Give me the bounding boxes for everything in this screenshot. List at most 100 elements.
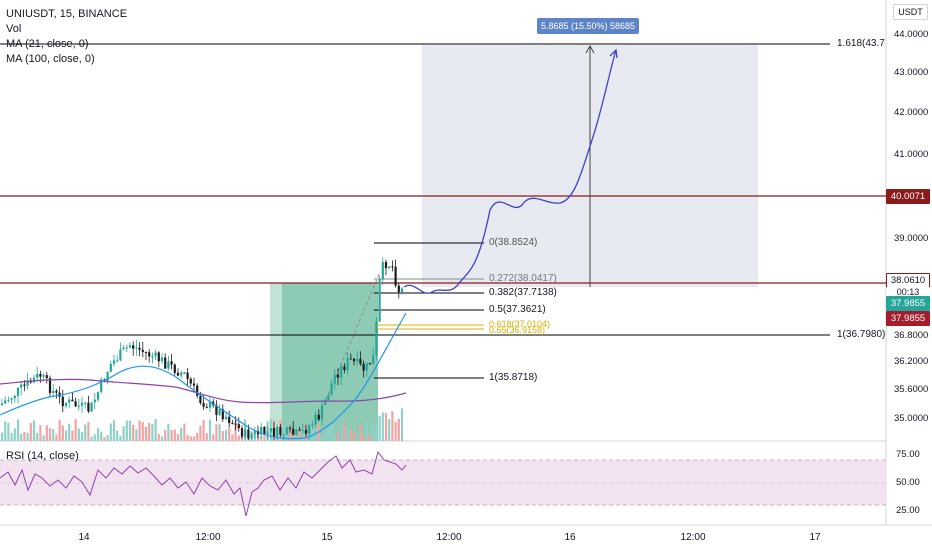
volume-bar	[4, 421, 7, 441]
candle-body	[388, 266, 391, 269]
candle-body	[381, 261, 384, 280]
volume-bar	[333, 435, 336, 441]
volume-bar	[343, 422, 346, 441]
fib-label-0618: 0.618(37.0104)	[489, 319, 551, 329]
volume-bar	[263, 431, 266, 441]
candle-body	[263, 427, 266, 435]
candle-body	[186, 372, 189, 379]
volume-bar	[125, 420, 128, 441]
candle-body	[26, 380, 29, 386]
volume-bar	[52, 429, 55, 441]
candle-body	[135, 347, 138, 349]
volume-bar	[346, 426, 349, 441]
volume-bar	[173, 429, 176, 441]
rsi-indicator-label[interactable]: RSI (14, close)	[6, 450, 79, 462]
volume-bar	[128, 420, 132, 441]
volume-bar	[199, 425, 202, 441]
candle-body	[288, 427, 292, 429]
volume-bar	[356, 432, 359, 441]
candle-body	[36, 373, 39, 378]
vol-indicator-label[interactable]: Vol	[6, 23, 22, 35]
candle-body	[45, 375, 48, 379]
volume-bar	[391, 411, 394, 441]
volume-bar	[64, 430, 68, 441]
volume-bar	[29, 423, 32, 441]
volume-bar	[58, 419, 61, 441]
candle-body	[362, 363, 365, 371]
volume-bar	[84, 424, 87, 441]
price-tick: 44.0000	[894, 29, 929, 40]
volume-bar	[170, 429, 173, 441]
currency-button[interactable]: USDT	[893, 4, 928, 20]
candle-body	[141, 349, 144, 352]
volume-bar	[112, 420, 116, 441]
candle-body	[253, 430, 256, 434]
candle-body	[0, 403, 4, 405]
candle-body	[87, 402, 90, 412]
candle-body	[148, 352, 151, 357]
volume-bar	[288, 427, 292, 441]
price-tick: 39.0000	[894, 233, 929, 244]
countdown-label: 00:13	[886, 287, 930, 298]
candle-body	[68, 399, 71, 403]
volume-bar	[164, 429, 167, 441]
volume-bar	[359, 423, 362, 441]
measure-label: 5.8685 (15.50%) 58685	[537, 18, 639, 34]
volume-bar	[68, 423, 71, 441]
volume-bar	[87, 422, 90, 441]
candle-body	[100, 379, 103, 392]
candle-body	[308, 425, 311, 434]
projection-arrowhead	[609, 48, 618, 59]
time-label: 14	[78, 532, 90, 543]
volume-bar	[20, 433, 23, 441]
volume-bar	[397, 418, 400, 441]
ma21-line	[0, 312, 407, 440]
candle-body	[23, 384, 26, 386]
candle-body	[90, 402, 93, 412]
volume-bar	[192, 436, 196, 441]
volume-bar	[186, 435, 189, 441]
price-tick: 43.0000	[894, 67, 929, 78]
price-tick: 35.6000	[894, 384, 929, 395]
volume-bar	[157, 433, 160, 441]
candle-body	[80, 402, 84, 406]
volume-bar	[77, 428, 80, 441]
volume-bar	[368, 433, 372, 441]
candle-body	[368, 362, 372, 365]
candle-body	[55, 390, 58, 393]
candle-body	[167, 361, 170, 369]
projection-path	[403, 49, 617, 294]
volume-bar	[349, 428, 352, 441]
ma100-indicator-label[interactable]: MA (100, close, 0)	[6, 53, 95, 65]
volume-bar	[285, 431, 288, 441]
candle-body	[77, 405, 80, 407]
ma21-indicator-label[interactable]: MA (21, close, 0)	[6, 38, 89, 50]
volume-bar	[234, 420, 237, 441]
volume-bar	[148, 422, 151, 441]
candle-body	[244, 429, 247, 437]
volume-bar	[96, 428, 100, 441]
time-label: 17	[809, 532, 821, 543]
candle-body	[84, 402, 87, 404]
fib-ext-label-1618: 1.618(43.7	[837, 38, 885, 49]
volume-bar	[71, 430, 74, 441]
volume-bar	[160, 436, 164, 441]
time-label: 15	[321, 532, 333, 543]
volume-bar	[324, 428, 327, 441]
candle-body	[237, 424, 240, 429]
candle-body	[285, 427, 288, 435]
candle-body	[359, 358, 362, 364]
volume-bar	[400, 408, 404, 441]
candle-body	[324, 399, 327, 405]
volume-bar	[237, 435, 240, 441]
volume-bar	[167, 423, 170, 441]
volume-bar	[205, 433, 208, 441]
candle-body	[292, 428, 295, 435]
volume-bar	[381, 412, 384, 441]
rsi-band	[0, 460, 886, 505]
candle-body	[320, 404, 324, 420]
candle-body	[7, 399, 10, 401]
volume-bar	[330, 422, 333, 441]
candle-body	[173, 364, 176, 373]
